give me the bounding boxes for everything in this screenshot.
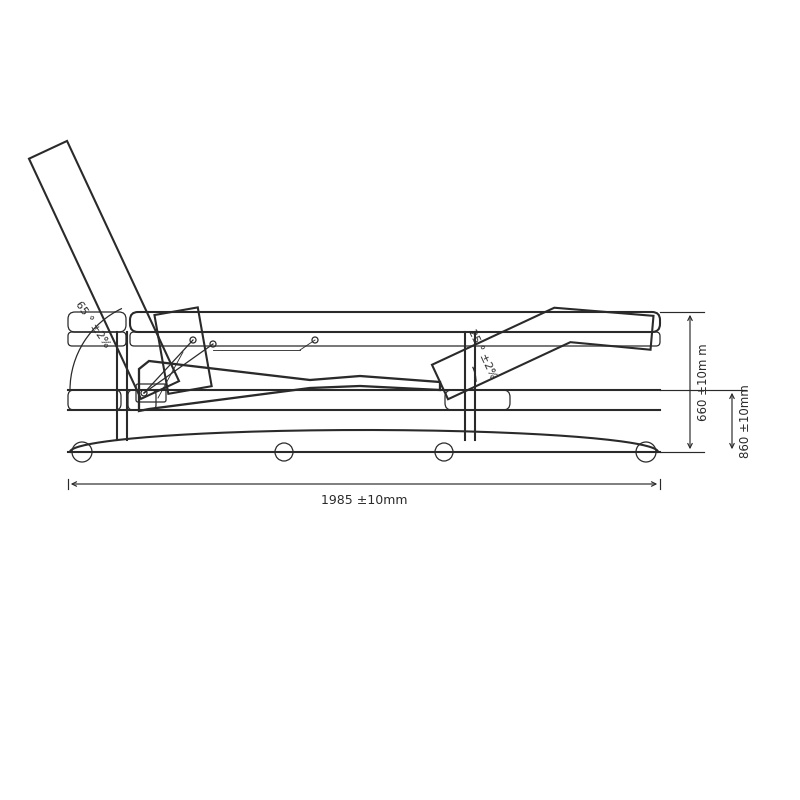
- Text: 65 ° ±2%: 65 ° ±2%: [73, 300, 111, 350]
- Text: 660 ±10m m: 660 ±10m m: [697, 343, 710, 421]
- Text: 25 ° ±2%: 25 ° ±2%: [466, 327, 498, 381]
- Text: 1985 ±10mm: 1985 ±10mm: [321, 494, 407, 507]
- Text: 860 ±10mm: 860 ±10mm: [739, 384, 752, 458]
